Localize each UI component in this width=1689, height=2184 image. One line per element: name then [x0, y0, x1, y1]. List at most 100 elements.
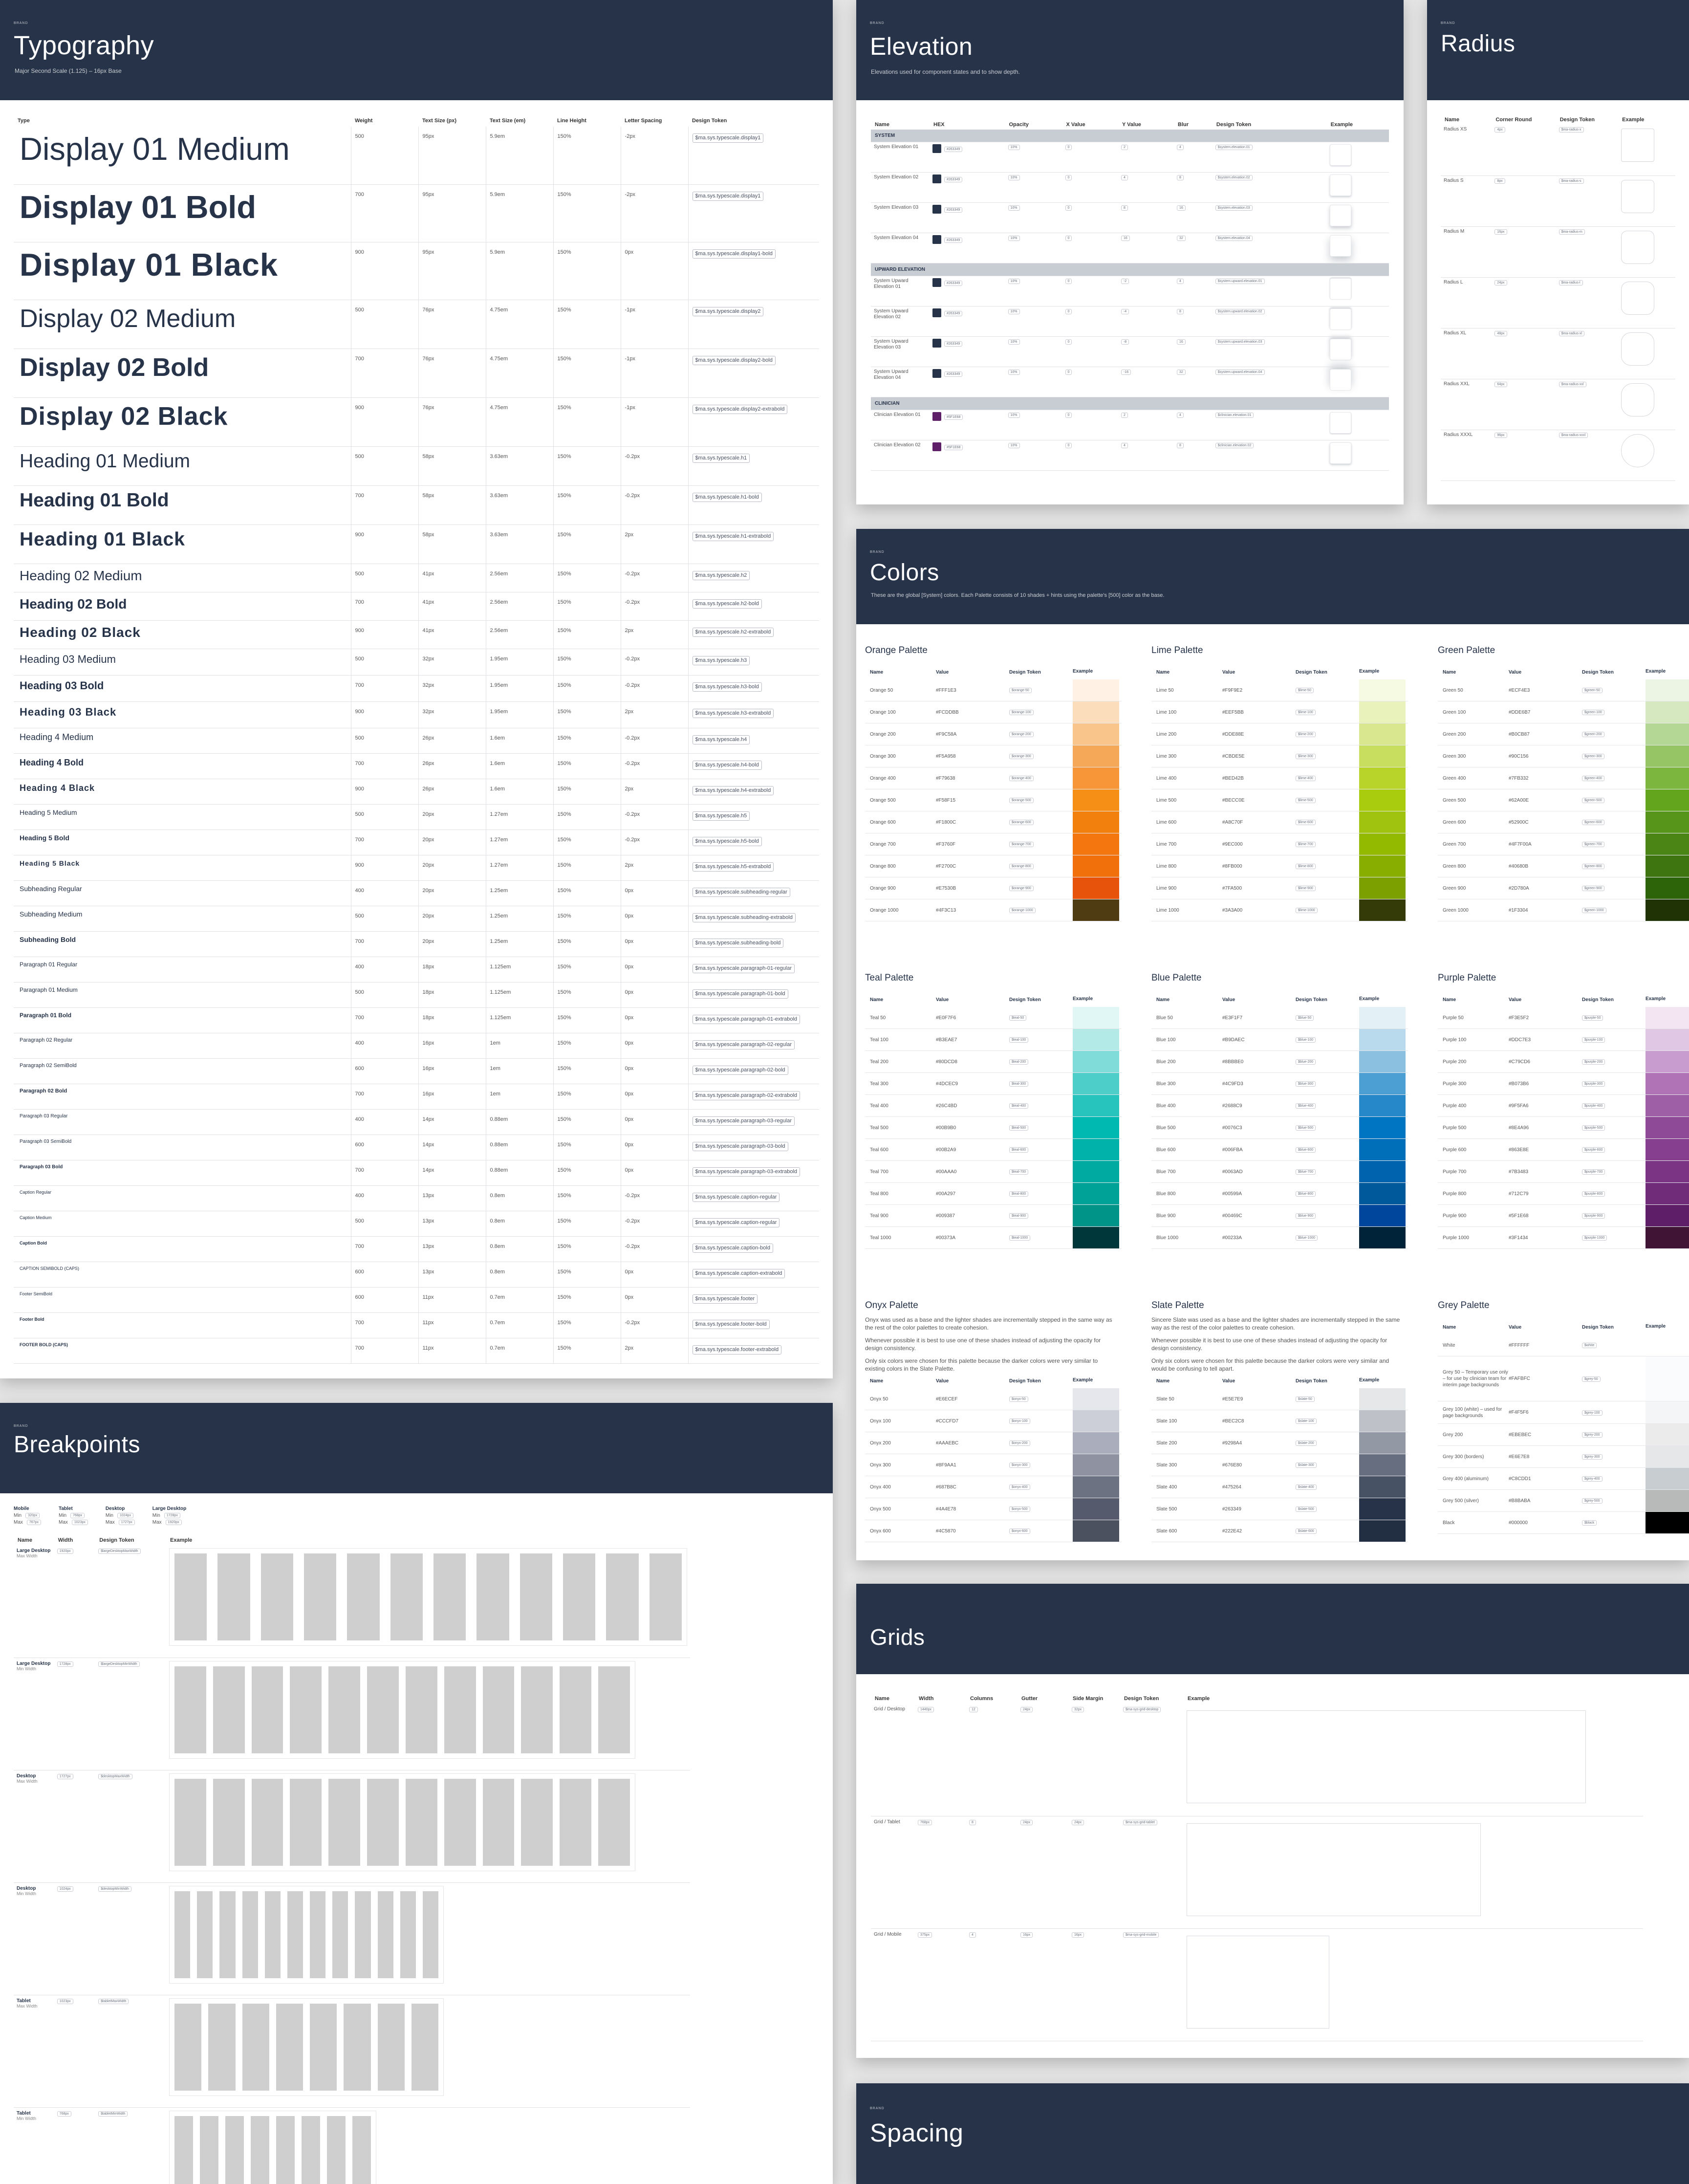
- design-token[interactable]: $onyx-500: [1009, 1507, 1030, 1512]
- design-token[interactable]: $blue-300: [1296, 1081, 1316, 1087]
- design-token[interactable]: $grey-500: [1582, 1498, 1602, 1504]
- design-token[interactable]: $green-900: [1582, 886, 1604, 891]
- design-token[interactable]: $green-600: [1582, 820, 1604, 825]
- design-token[interactable]: $blue-700: [1296, 1169, 1316, 1175]
- design-token[interactable]: $ma.sys.typescale.h1: [692, 453, 750, 463]
- design-token[interactable]: $tabletMaxWidth: [98, 1998, 129, 2004]
- design-token[interactable]: $ma.sys.typescale.h3: [692, 655, 750, 665]
- design-token[interactable]: $system.elevation.03: [1215, 205, 1253, 211]
- design-token[interactable]: $ma.sys.typescale.paragraph-02-regular: [692, 1040, 795, 1049]
- design-token[interactable]: $blue-500: [1296, 1125, 1316, 1131]
- design-token[interactable]: $orange-400: [1009, 776, 1034, 781]
- design-token[interactable]: $lime-500: [1296, 798, 1316, 803]
- design-token[interactable]: $slate-400: [1296, 1485, 1317, 1490]
- design-token[interactable]: $purple-500: [1582, 1125, 1605, 1131]
- design-token[interactable]: $teal-1000: [1009, 1235, 1031, 1241]
- design-token[interactable]: $tabletMinWidth: [98, 2111, 128, 2117]
- design-token[interactable]: $ma-radius-xl: [1559, 330, 1585, 336]
- design-token[interactable]: $purple-800: [1582, 1191, 1605, 1197]
- design-token[interactable]: $purple-400: [1582, 1103, 1605, 1109]
- design-token[interactable]: $system.upward.elevation.03: [1215, 339, 1265, 345]
- design-token[interactable]: $orange-50: [1009, 688, 1032, 693]
- design-token[interactable]: $orange-600: [1009, 820, 1034, 825]
- design-token[interactable]: $purple-700: [1582, 1169, 1605, 1175]
- design-token[interactable]: $ma.sys.typescale.h4: [692, 735, 750, 744]
- design-token[interactable]: $green-1000: [1582, 908, 1606, 913]
- design-token[interactable]: $ma.sys.typescale.subheading-bold: [692, 938, 784, 948]
- design-token[interactable]: $teal-800: [1009, 1191, 1029, 1197]
- design-token[interactable]: $white: [1582, 1343, 1597, 1348]
- design-token[interactable]: $purple-900: [1582, 1213, 1605, 1219]
- design-token[interactable]: $ma.sys.typescale.display1: [692, 133, 764, 143]
- design-token[interactable]: $green-100: [1582, 710, 1604, 715]
- design-token[interactable]: $lime-700: [1296, 842, 1316, 847]
- design-token[interactable]: $system.upward.elevation.04: [1215, 370, 1265, 375]
- design-token[interactable]: $desktopMaxWidth: [98, 1773, 132, 1779]
- design-token[interactable]: $grey-400: [1582, 1476, 1602, 1482]
- design-token[interactable]: $clinician.elevation.01: [1215, 413, 1254, 418]
- design-token[interactable]: $orange-500: [1009, 798, 1034, 803]
- design-token[interactable]: $ma.sys.typescale.h5-bold: [692, 836, 762, 846]
- design-token[interactable]: $teal-200: [1009, 1059, 1029, 1065]
- design-token[interactable]: $system.elevation.02: [1215, 175, 1253, 180]
- design-token[interactable]: $onyx-300: [1009, 1463, 1030, 1468]
- design-token[interactable]: $teal-600: [1009, 1147, 1029, 1153]
- design-token[interactable]: $ma-radius-s: [1559, 178, 1584, 184]
- design-token[interactable]: $ma.sys.typescale.h2-extrabold: [692, 627, 774, 637]
- design-token[interactable]: $green-500: [1582, 798, 1604, 803]
- design-token[interactable]: $onyx-200: [1009, 1441, 1030, 1446]
- design-token[interactable]: $slate-200: [1296, 1441, 1317, 1446]
- design-token[interactable]: $ma.sys.typescale.footer-bold: [692, 1319, 770, 1329]
- design-token[interactable]: $ma.sys.typescale.paragraph-03-extrabold: [692, 1167, 801, 1177]
- design-token[interactable]: $system.upward.elevation.02: [1215, 309, 1265, 314]
- design-token[interactable]: $orange-200: [1009, 732, 1034, 737]
- design-token[interactable]: $ma.sys.typescale.h5: [692, 811, 750, 821]
- design-token[interactable]: $onyx-100: [1009, 1419, 1030, 1424]
- design-token[interactable]: $purple-300: [1582, 1081, 1605, 1087]
- design-token[interactable]: $ma.sys.typescale.caption-bold: [692, 1243, 773, 1253]
- design-token[interactable]: $ma.sys.typescale.paragraph-02-extrabold: [692, 1091, 801, 1100]
- design-token[interactable]: $green-800: [1582, 864, 1604, 869]
- design-token[interactable]: $orange-300: [1009, 754, 1034, 759]
- design-token[interactable]: $blue-50: [1296, 1015, 1314, 1021]
- design-token[interactable]: $ma.sys.typescale.paragraph-01-regular: [692, 963, 795, 973]
- design-token[interactable]: $orange-800: [1009, 864, 1034, 869]
- design-token[interactable]: $ma-radius-l: [1559, 280, 1583, 285]
- design-token[interactable]: $ma.sys.typescale.h3-bold: [692, 682, 762, 692]
- design-token[interactable]: $slate-600: [1296, 1529, 1317, 1534]
- design-token[interactable]: $largeDesktopMinWidth: [98, 1661, 140, 1667]
- design-token[interactable]: $ma.sys.typescale.display1: [692, 191, 764, 201]
- design-token[interactable]: $purple-100: [1582, 1037, 1605, 1043]
- design-token[interactable]: $orange-700: [1009, 842, 1034, 847]
- design-token[interactable]: $teal-400: [1009, 1103, 1029, 1109]
- design-token[interactable]: $black: [1582, 1520, 1597, 1526]
- design-token[interactable]: $ma-sys-grid-tablet: [1123, 1819, 1157, 1825]
- design-token[interactable]: $orange-1000: [1009, 908, 1036, 913]
- design-token[interactable]: $ma.sys.typescale.h2-bold: [692, 599, 762, 609]
- design-token[interactable]: $system.elevation.01: [1215, 145, 1253, 150]
- design-token[interactable]: $slate-300: [1296, 1463, 1317, 1468]
- design-token[interactable]: $ma.sys.typescale.paragraph-03-bold: [692, 1141, 788, 1151]
- design-token[interactable]: $desktopMinWidth: [98, 1886, 131, 1892]
- design-token[interactable]: $ma-radius-x: [1559, 127, 1584, 132]
- design-token[interactable]: $largeDesktopMaxWidth: [98, 1549, 141, 1554]
- design-token[interactable]: $purple-50: [1582, 1015, 1603, 1021]
- design-token[interactable]: $teal-100: [1009, 1037, 1029, 1043]
- design-token[interactable]: $clinician.elevation.02: [1215, 443, 1254, 448]
- design-token[interactable]: $ma.sys.typescale.footer-extrabold: [692, 1345, 782, 1354]
- design-token[interactable]: $ma-radius-xxl: [1559, 381, 1586, 387]
- design-token[interactable]: $ma.sys.typescale.paragraph-01-bold: [692, 989, 788, 999]
- design-token[interactable]: $lime-200: [1296, 732, 1316, 737]
- design-token[interactable]: $ma-radius-m: [1559, 229, 1585, 235]
- design-token[interactable]: $green-400: [1582, 776, 1604, 781]
- design-token[interactable]: $onyx-50: [1009, 1397, 1028, 1402]
- design-token[interactable]: $teal-700: [1009, 1169, 1029, 1175]
- design-token[interactable]: $blue-400: [1296, 1103, 1316, 1109]
- design-token[interactable]: $ma.sys.typescale.subheading-regular: [692, 887, 790, 897]
- design-token[interactable]: $ma.sys.typescale.paragraph-02-bold: [692, 1065, 788, 1075]
- design-token[interactable]: $ma.sys.typescale.caption-regular: [692, 1192, 780, 1202]
- design-token[interactable]: $lime-900: [1296, 886, 1316, 891]
- design-token[interactable]: $ma.sys.typescale.h2: [692, 570, 750, 580]
- design-token[interactable]: $blue-900: [1296, 1213, 1316, 1219]
- design-token[interactable]: $purple-600: [1582, 1147, 1605, 1153]
